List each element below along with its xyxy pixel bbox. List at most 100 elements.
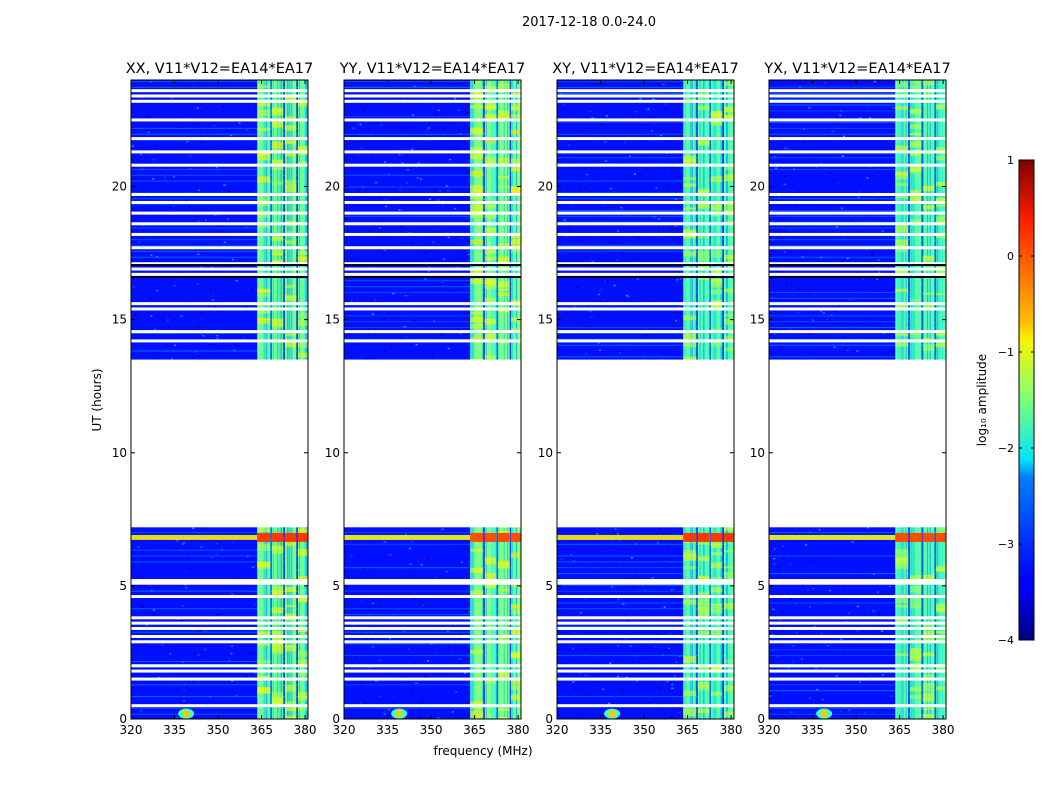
noise-pixel (603, 298, 606, 301)
band-blotch (922, 692, 935, 697)
dark-separator (769, 264, 946, 267)
band-blotch (683, 550, 697, 556)
noise-pixel (445, 185, 448, 187)
noise-pixel (413, 592, 416, 594)
noise-pixel (792, 645, 795, 647)
noise-pixel (179, 126, 182, 129)
band-blotch (510, 114, 521, 118)
noise-pixel (778, 196, 780, 198)
noise-pixel (596, 299, 598, 302)
band-blotch (723, 81, 734, 86)
noise-pixel (379, 227, 382, 229)
streak-line (557, 180, 734, 182)
band-blotch (484, 114, 497, 119)
thin-gap (769, 163, 946, 167)
noise-pixel (251, 566, 254, 568)
noise-pixel (191, 559, 194, 561)
noise-pixel (787, 667, 790, 669)
noise-pixel (185, 630, 188, 632)
noise-pixel (605, 115, 608, 117)
noise-pixel (360, 702, 363, 705)
noise-pixel (806, 106, 809, 109)
noise-pixel (839, 114, 842, 117)
colorbar-gradient (1018, 159, 1035, 641)
noise-pixel (679, 312, 682, 315)
band-blotch (470, 316, 484, 323)
noise-pixel (388, 637, 391, 640)
colorbar-label: log₁₀ amplitude (975, 354, 989, 446)
noise-pixel (376, 312, 379, 315)
noise-pixel (818, 529, 821, 531)
streak-line (344, 707, 521, 709)
band-blotch (271, 122, 284, 128)
noise-pixel (855, 660, 858, 662)
band-blotch (510, 239, 521, 245)
noise-pixel (434, 187, 437, 190)
noise-pixel (854, 285, 857, 287)
band-blotch (257, 318, 271, 324)
noise-pixel (482, 584, 485, 586)
band-blotch (257, 660, 271, 664)
noise-pixel (654, 116, 657, 118)
noise-pixel (459, 133, 462, 135)
band-blotch (935, 268, 946, 275)
band-blotch (470, 324, 484, 329)
thin-gap (344, 330, 521, 334)
noise-pixel (388, 173, 391, 175)
noise-pixel (596, 533, 599, 535)
band-blotch (297, 256, 308, 260)
noise-pixel (231, 541, 234, 544)
noise-pixel (851, 219, 854, 221)
noise-pixel (140, 210, 143, 212)
band-blotch (710, 587, 723, 593)
band-blotch (723, 685, 734, 692)
noise-pixel (622, 603, 625, 606)
noise-pixel (238, 122, 241, 124)
noise-pixel (848, 706, 851, 708)
band-blotch (484, 284, 497, 289)
noise-pixel (467, 209, 470, 212)
y-tick-label: 20 (750, 180, 765, 194)
noise-pixel (376, 680, 379, 683)
x-ticks: 320 335 350 365 380 (758, 80, 955, 737)
noise-pixel (395, 648, 398, 651)
noise-pixel (831, 712, 834, 715)
noise-pixel (645, 282, 648, 284)
noise-pixel (841, 293, 844, 296)
thin-gap (344, 272, 521, 276)
noise-pixel (811, 561, 814, 563)
thin-gap (344, 595, 521, 599)
noise-pixel (166, 158, 169, 161)
band-blotch (909, 648, 922, 654)
noise-pixel (771, 285, 774, 287)
noise-pixel (867, 318, 870, 320)
y-tick-label: 5 (757, 579, 765, 593)
noise-pixel (483, 283, 486, 285)
noise-pixel (170, 358, 173, 361)
noise-pixel (848, 284, 851, 286)
noise-pixel (358, 609, 361, 612)
noise-pixel (140, 153, 142, 156)
band-blotch (271, 181, 284, 185)
streak-line (557, 332, 734, 334)
noise-pixel (788, 216, 791, 218)
band-blotch (257, 290, 271, 294)
noise-pixel (189, 155, 192, 158)
noise-pixel (651, 98, 654, 100)
band-blotch (297, 146, 308, 151)
thin-gap (344, 163, 521, 167)
noise-pixel (890, 199, 893, 202)
noise-pixel (454, 289, 457, 291)
noise-pixel (617, 558, 620, 560)
band-blotch (935, 686, 946, 691)
noise-pixel (414, 652, 417, 655)
noise-pixel (669, 633, 672, 635)
noise-pixel (250, 289, 253, 291)
noise-pixel (574, 688, 577, 690)
noise-pixel (856, 605, 859, 608)
noise-pixel (571, 548, 574, 551)
band-blotch (683, 690, 697, 696)
noise-pixel (577, 633, 580, 635)
streak-line (769, 245, 946, 247)
